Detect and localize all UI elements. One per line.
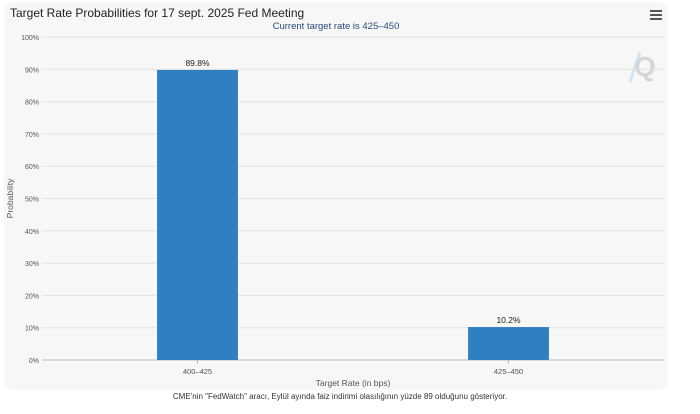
watermark-q-logo: Q [628, 51, 656, 83]
y-axis-title: Probability [5, 178, 15, 218]
y-tick-label: 50% [25, 197, 39, 204]
chart-title: Target Rate Probabilities for 17 sept. 2… [10, 6, 305, 20]
y-tick-label: 80% [25, 100, 39, 107]
chart-subtitle: Current target rate is 425–450 [272, 21, 400, 32]
x-axis-title: Target Rate (in bps) [316, 378, 391, 388]
y-tick-label: 20% [25, 293, 39, 300]
svg-text:Q: Q [634, 51, 656, 82]
y-tick-label: 10% [25, 326, 39, 333]
y-tick-label: 100% [21, 35, 39, 42]
x-tick-label: 425–450 [494, 367, 523, 376]
y-tick-label: 40% [25, 229, 39, 236]
y-tick-label: 90% [25, 67, 39, 74]
data-label: 10.2% [496, 315, 521, 325]
y-tick-label: 30% [25, 261, 39, 268]
y-tick-label: 60% [25, 164, 39, 171]
data-label: 89.8% [185, 58, 210, 68]
y-tick-label: 70% [25, 132, 39, 139]
hamburger-menu-icon[interactable] [650, 10, 662, 20]
chart-panel: Target Rate Probabilities for 17 sept. 2… [4, 2, 668, 390]
x-tick-label: 400–425 [183, 367, 212, 376]
bar [468, 327, 549, 360]
bar-chart-plot: 0% 10% 20% 30% 40% 50% 60% 70% 80% 90% 100% 89.8% 40… [5, 35, 664, 388]
image-caption: CME'nin "FedWatch" aracı, Eylül ayında f… [172, 392, 508, 401]
bar [157, 69, 238, 361]
y-tick-label: 0% [29, 358, 39, 365]
